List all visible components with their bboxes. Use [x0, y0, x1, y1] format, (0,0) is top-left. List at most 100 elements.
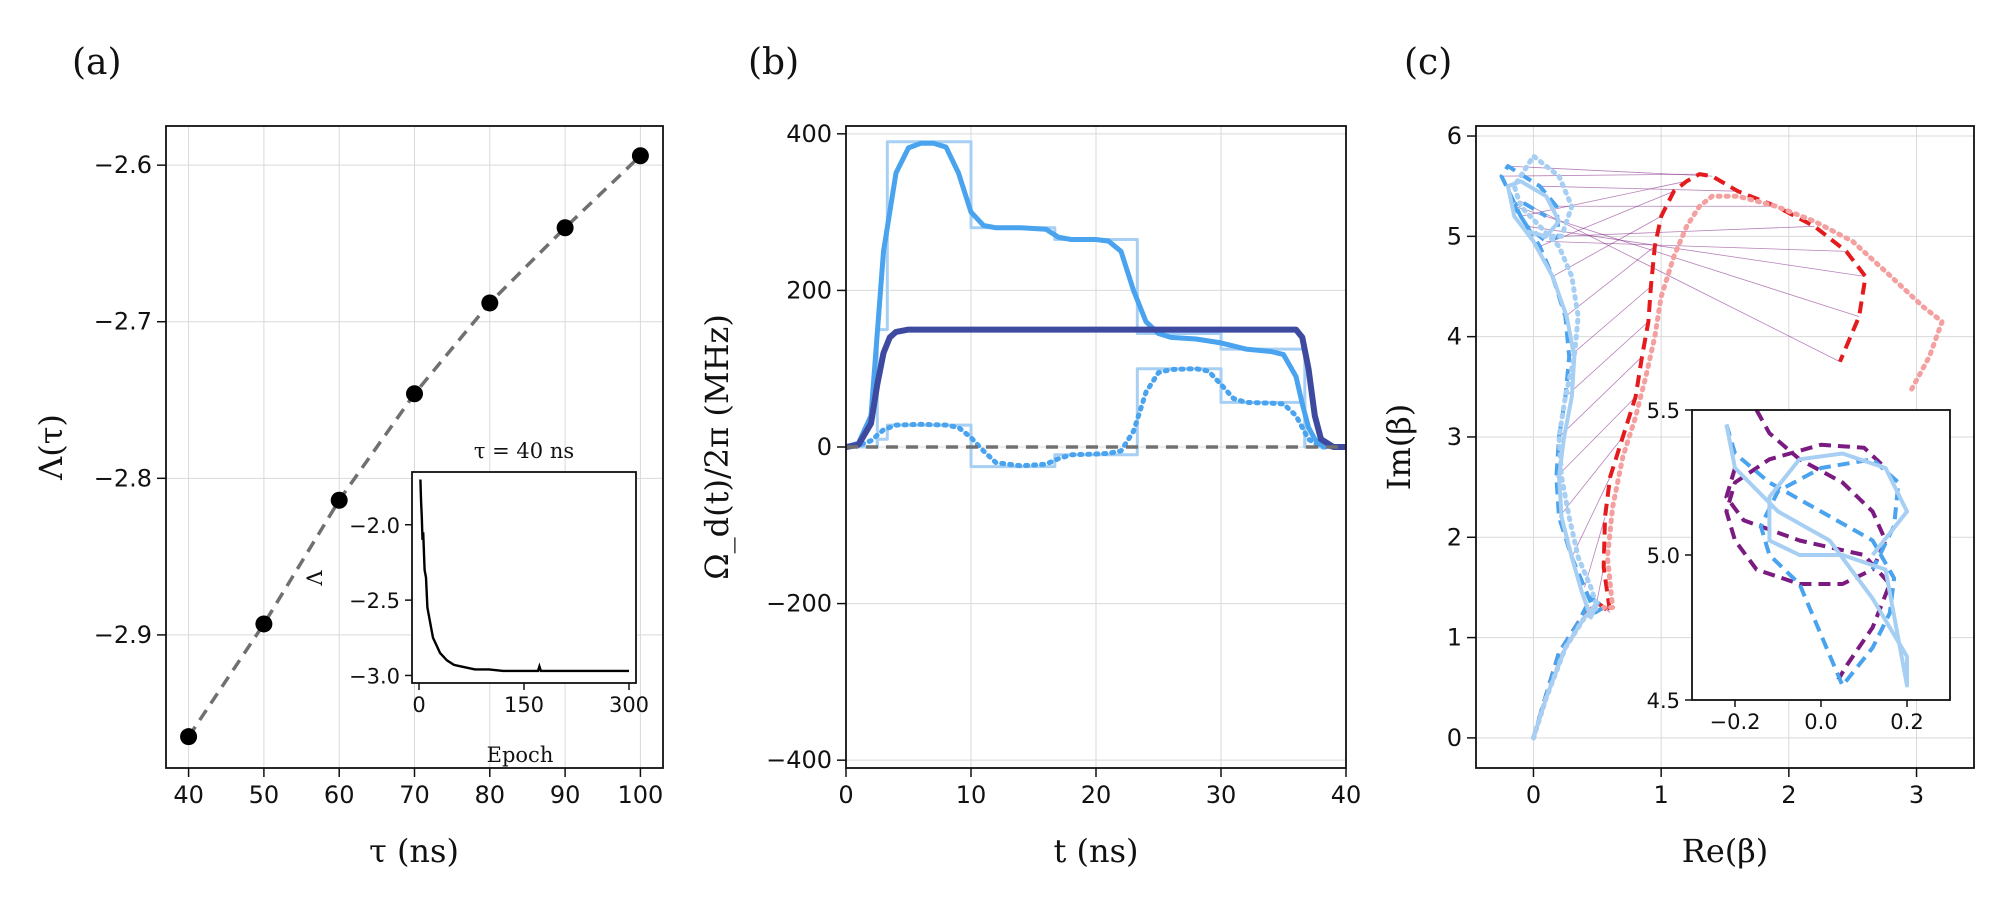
panel-a-inset-xtick-label: 300: [609, 693, 649, 717]
panel-a-ytick-label: −2.8: [94, 464, 152, 492]
panel-a-xtick-label: 80: [475, 781, 506, 809]
panel-a-xtick-label: 90: [550, 781, 581, 809]
panel-c-ytick-label: 6: [1447, 122, 1462, 150]
panel-a-point: [255, 615, 273, 633]
panel-c-connector: [1552, 215, 1662, 277]
panel-b-series-smooth-real: [846, 140, 1346, 450]
panel-a-ylabel: Λ(τ): [32, 414, 70, 481]
panel-a-xtick-label: 70: [399, 781, 430, 809]
panel-a-xtick-label: 100: [618, 781, 664, 809]
panel-c-inset-series-purple-dashed-A: [1724, 410, 1888, 586]
panel-b-xlabel: t (ns): [1053, 832, 1138, 870]
panel-b-ytick-label: −400: [766, 746, 832, 774]
panel-a-xtick-label: 40: [173, 781, 204, 809]
panel-a-inset-ylabel: Λ: [303, 570, 327, 587]
panel-c-xtick-label: 3: [1909, 781, 1924, 809]
panel-c-connector: [1520, 180, 1687, 217]
panel-c-series-blue-dashed: [1499, 164, 1606, 739]
panel-c-connector: [1558, 436, 1624, 518]
panel-a-inset-xtick-label: 0: [412, 693, 425, 717]
panel-a-point: [481, 294, 499, 312]
panel-b-ytick-label: 200: [786, 276, 832, 304]
panel-c-connector: [1520, 200, 1841, 363]
panel-c-connector: [1546, 240, 1847, 252]
panel-a-ytick-label: −2.9: [94, 621, 152, 649]
panel-c-xtick-label: 1: [1654, 781, 1669, 809]
panel-c-ytick-label: 1: [1447, 624, 1462, 652]
panel-a-inset: 0 150 300 −3.0 −2.5 −2.0 τ = 40 ns Epoch Λ: [303, 439, 649, 767]
panel-c-connector: [1568, 286, 1652, 358]
panel-c-ytick-label: 3: [1447, 423, 1462, 451]
panel-a-point: [556, 219, 574, 237]
panel-b-ytick-label: −200: [766, 590, 832, 618]
panel-c-connector: [1571, 476, 1611, 558]
panel-a-point: [180, 728, 198, 746]
panel-c-inset-xtick-label: −0.2: [1710, 710, 1761, 734]
panel-c-label: (c): [1404, 42, 1452, 83]
panel-b-xtick-label: 10: [956, 781, 987, 809]
panel-a-xlabel: τ (ns): [369, 832, 459, 870]
panel-a-label: (a): [72, 42, 122, 83]
panel-c-xtick-label: 2: [1781, 781, 1796, 809]
panel-c-ytick-label: 2: [1447, 523, 1462, 551]
panel-a-xtick-label: 60: [324, 781, 355, 809]
panel-a-inset-curve: [419, 479, 629, 673]
panel-a-inset-ytick-label: −2.0: [349, 514, 400, 538]
panel-c-ylabel: Im(β): [1380, 404, 1418, 490]
panel-a-point: [406, 385, 423, 403]
panel-b-xtick-label: 30: [1206, 781, 1237, 809]
panel-b-xtick-label: 0: [838, 781, 853, 809]
panel-b-label: (b): [748, 42, 799, 83]
panel-b-series-smooth-imag: [846, 366, 1346, 469]
panel-c-series-red-dotted: [1531, 193, 1945, 741]
panel-c-xlabel: Re(β): [1682, 832, 1769, 870]
panel-c-inset-ytick-label: 5.5: [1647, 399, 1680, 423]
panel-c-connector: [1565, 321, 1649, 398]
panel-c-ytick-label: 5: [1447, 222, 1462, 250]
panel-b: (b) 0 10 20 30 40 −400 −200 0 200 400 t (ns) Ω_d(…: [698, 42, 1361, 870]
panel-a-ytick-label: −2.7: [94, 308, 152, 336]
panel-c-xtick-label: 0: [1526, 781, 1541, 809]
panel-a-inset-ytick-label: −3.0: [349, 664, 400, 688]
panel-c-inset-series-blue-solid: [1724, 424, 1909, 688]
panel-a-inset-ytick-label: −2.5: [349, 589, 400, 613]
panel-c-inset-ytick-label: 4.5: [1647, 689, 1680, 713]
panel-a: (a) 40 50 60 70 80 90 100 −2.9 −2.8 −2.7 −2.6 τ (n…: [32, 42, 664, 870]
panel-c-series-blue-dotted: [1511, 153, 1600, 741]
panel-c-series-blue-solid: [1505, 179, 1600, 739]
panel-b-series-reference: [846, 326, 1346, 450]
panel-c-ytick-label: 4: [1447, 323, 1462, 351]
panel-c-connector: [1539, 185, 1738, 192]
panel-a-point: [330, 491, 348, 509]
panel-c-connector: [1501, 173, 1700, 177]
panel-c-connector: [1556, 396, 1636, 478]
panel-c-connector: [1558, 356, 1643, 438]
panel-a-inset-xlabel: Epoch: [487, 743, 554, 767]
panel-c-inset: −0.2 0.0 0.2 4.5 5.0 5.5: [1647, 399, 1951, 734]
panel-c-connector: [1507, 165, 1713, 177]
panel-c-connector: [1558, 225, 1815, 237]
panel-a-inset-xtick-label: 150: [504, 693, 544, 717]
panel-a-inset-title: τ = 40 ns: [474, 439, 574, 463]
panel-c-ytick-label: 0: [1447, 724, 1462, 752]
panel-b-ytick-label: 400: [786, 120, 832, 148]
panel-c-inset-ytick-label: 5.0: [1647, 544, 1680, 568]
panel-b-xtick-label: 20: [1081, 781, 1112, 809]
panel-a-xtick-label: 50: [249, 781, 280, 809]
panel-b-xtick-label: 40: [1331, 781, 1362, 809]
panel-c-connector: [1514, 205, 1860, 317]
panel-c-connector: [1584, 517, 1606, 588]
panel-c-inset-xtick-label: 0.2: [1890, 710, 1923, 734]
panel-c-connector: [1527, 225, 1866, 277]
panel-a-point: [631, 147, 649, 165]
panel-a-ytick-label: −2.6: [94, 151, 152, 179]
panel-c-frame: [1475, 125, 1975, 769]
panel-c-connector: [1565, 246, 1656, 317]
panel-c: (c) 0 1 2 3 0 1 2 3 4 5 6 Re(β) Im(β) −0.2 0.0 0.2 4.…: [1380, 42, 1975, 870]
panel-a-inset-bg: [412, 472, 636, 683]
panel-c-inset-series-purple-dashed-B: [1724, 467, 1892, 681]
panel-c-inset-xtick-label: 0.0: [1804, 710, 1837, 734]
panel-b-ytick-label: 0: [817, 433, 832, 461]
panel-b-ylabel: Ω_d(t)/2π (MHz): [698, 314, 736, 580]
